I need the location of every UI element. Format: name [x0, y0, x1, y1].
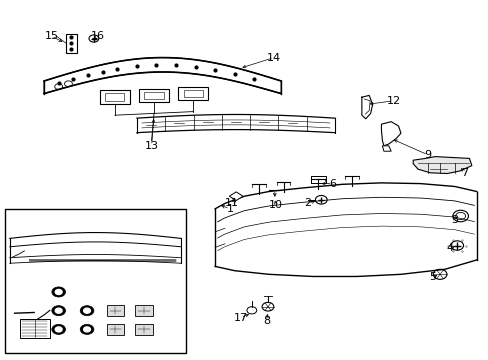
Text: 8: 8	[263, 316, 269, 326]
Polygon shape	[412, 157, 471, 174]
Text: 13: 13	[144, 141, 158, 151]
Circle shape	[83, 308, 90, 313]
Text: 6: 6	[328, 179, 335, 189]
Text: 17: 17	[233, 312, 247, 323]
FancyBboxPatch shape	[135, 305, 152, 316]
Text: 7: 7	[460, 168, 467, 178]
FancyBboxPatch shape	[106, 324, 124, 335]
Circle shape	[52, 306, 65, 316]
Text: 3: 3	[450, 215, 457, 225]
Text: 14: 14	[266, 53, 280, 63]
Text: 15: 15	[44, 31, 58, 41]
Circle shape	[52, 287, 65, 297]
Polygon shape	[229, 192, 243, 201]
Text: 4: 4	[446, 243, 452, 253]
Circle shape	[83, 327, 90, 332]
Circle shape	[52, 324, 65, 334]
FancyBboxPatch shape	[20, 319, 50, 338]
Polygon shape	[44, 58, 281, 94]
Text: 2: 2	[304, 198, 311, 208]
Circle shape	[55, 308, 62, 313]
FancyBboxPatch shape	[178, 87, 207, 100]
FancyBboxPatch shape	[183, 90, 202, 97]
Text: 9: 9	[424, 150, 430, 160]
FancyBboxPatch shape	[105, 94, 124, 101]
Polygon shape	[382, 146, 390, 151]
Polygon shape	[381, 122, 400, 146]
FancyBboxPatch shape	[66, 34, 77, 53]
Text: 11: 11	[225, 198, 239, 208]
FancyBboxPatch shape	[100, 90, 129, 104]
Text: 5: 5	[428, 272, 435, 282]
Circle shape	[80, 306, 94, 316]
Text: 1: 1	[226, 204, 233, 214]
Text: 10: 10	[269, 200, 283, 210]
Circle shape	[55, 289, 62, 294]
Text: 16: 16	[91, 31, 104, 41]
FancyBboxPatch shape	[144, 92, 163, 99]
FancyBboxPatch shape	[139, 89, 168, 102]
FancyBboxPatch shape	[135, 324, 152, 335]
Circle shape	[80, 324, 94, 334]
FancyBboxPatch shape	[106, 305, 124, 316]
Text: 12: 12	[386, 96, 400, 106]
FancyBboxPatch shape	[5, 209, 185, 353]
Circle shape	[55, 327, 62, 332]
